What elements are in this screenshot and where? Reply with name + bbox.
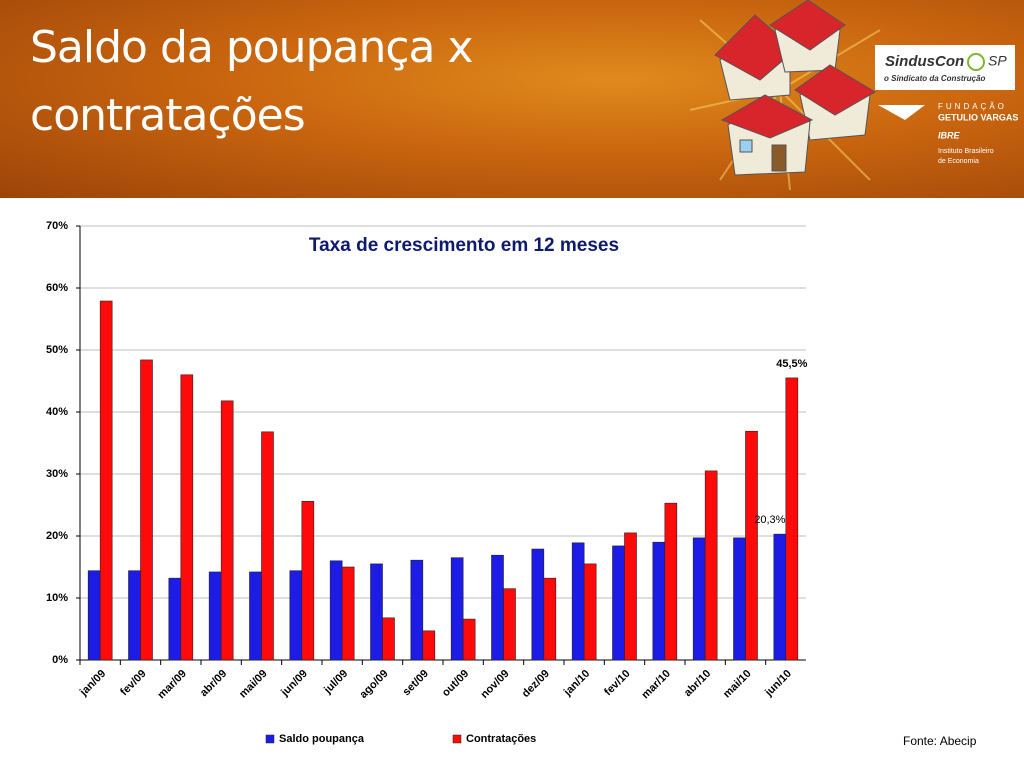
bar <box>289 570 303 661</box>
x-tick-label: dez/09 <box>520 668 552 700</box>
y-tick-label: 0% <box>52 654 68 666</box>
bar <box>503 588 516 661</box>
bar <box>140 359 153 661</box>
y-tick-label: 50% <box>46 344 68 356</box>
source-note: Fonte: Abecip <box>903 734 977 748</box>
bar <box>785 377 799 661</box>
x-tick-label: mar/10 <box>639 668 673 702</box>
bar <box>370 563 383 661</box>
y-tick-label: 10% <box>46 592 68 604</box>
x-tick-label: jan/10 <box>561 668 592 699</box>
logo-text: GETULIO VARGAS <box>938 112 1018 122</box>
bar <box>733 537 746 661</box>
logo-ring <box>967 53 985 71</box>
x-tick-label: nov/09 <box>479 668 512 701</box>
x-tick-label: jun/10 <box>762 668 794 700</box>
y-tick-label: 60% <box>46 282 68 294</box>
y-tick-label: 40% <box>46 406 68 418</box>
header: Saldo da poupança x contratações Sind <box>0 0 1024 198</box>
bar <box>168 577 182 661</box>
header-art: SindusCon SP o Sindicato da Construção F… <box>689 0 1018 191</box>
house-icons <box>714 0 876 176</box>
chart-title: Taxa de crescimento em 12 meses <box>309 235 619 256</box>
bar <box>261 431 274 661</box>
x-tick-label: fev/10 <box>602 668 633 699</box>
bar <box>249 571 262 661</box>
y-tick-label: 70% <box>46 220 68 232</box>
x-tick-label: set/09 <box>400 668 431 699</box>
bar <box>692 537 706 661</box>
bar <box>571 542 585 661</box>
fgv-mark <box>878 105 925 120</box>
logo-text: SP <box>988 53 1007 69</box>
bar <box>450 557 464 661</box>
x-tick-label: jan/09 <box>77 668 108 699</box>
x-tick-label: fev/09 <box>118 668 149 699</box>
bar <box>624 532 637 661</box>
logo-text: de Economia <box>938 158 979 165</box>
bar <box>410 559 424 661</box>
x-tick-label: mar/09 <box>155 668 189 702</box>
bar <box>462 618 476 661</box>
x-tick-label: jul/09 <box>321 668 350 697</box>
bar <box>612 545 625 661</box>
bar <box>382 617 395 661</box>
legend-swatch <box>452 734 462 744</box>
bar <box>704 470 718 661</box>
bar <box>128 570 141 661</box>
bar <box>422 630 436 661</box>
bar <box>531 548 545 661</box>
bar <box>301 500 315 661</box>
bar <box>543 577 557 661</box>
logo-box <box>875 45 1015 90</box>
bar <box>664 502 678 661</box>
bar <box>491 554 504 661</box>
x-tick-label: abr/10 <box>682 668 713 699</box>
logo-text: o Sindicato da Construção <box>884 74 985 83</box>
bar <box>583 563 597 661</box>
x-tick-label: jun/09 <box>278 668 310 700</box>
logo-text: FUNDAÇÃO <box>938 102 1007 111</box>
legend-label: Saldo poupança <box>279 733 365 745</box>
logo-text: Instituto Brasileiro <box>938 148 994 155</box>
x-tick-label: abr/09 <box>198 668 229 699</box>
bar <box>208 571 222 661</box>
legend-swatch <box>265 734 275 744</box>
bar <box>341 566 355 661</box>
x-tick-label: mai/10 <box>721 668 754 701</box>
slide-title: Saldo da poupança x contratações <box>30 22 474 141</box>
bar <box>220 400 234 661</box>
y-tick-label: 20% <box>46 530 68 542</box>
bar <box>180 374 194 661</box>
bar <box>99 300 113 661</box>
bar <box>745 430 758 661</box>
bar <box>329 560 343 661</box>
bar <box>87 570 101 661</box>
x-tick-label: ago/09 <box>358 668 391 701</box>
logo-text: SindusCon <box>885 53 964 70</box>
logo-text: IBRE <box>938 130 960 140</box>
bar <box>652 541 666 661</box>
y-tick-label: 30% <box>46 468 68 480</box>
data-label: 45,5% <box>776 358 807 370</box>
legend-label: Contratações <box>466 733 536 745</box>
bar <box>773 533 787 661</box>
x-tick-label: mai/09 <box>237 668 270 701</box>
x-tick-label: out/09 <box>440 668 471 699</box>
data-label: 20,3% <box>754 514 785 526</box>
